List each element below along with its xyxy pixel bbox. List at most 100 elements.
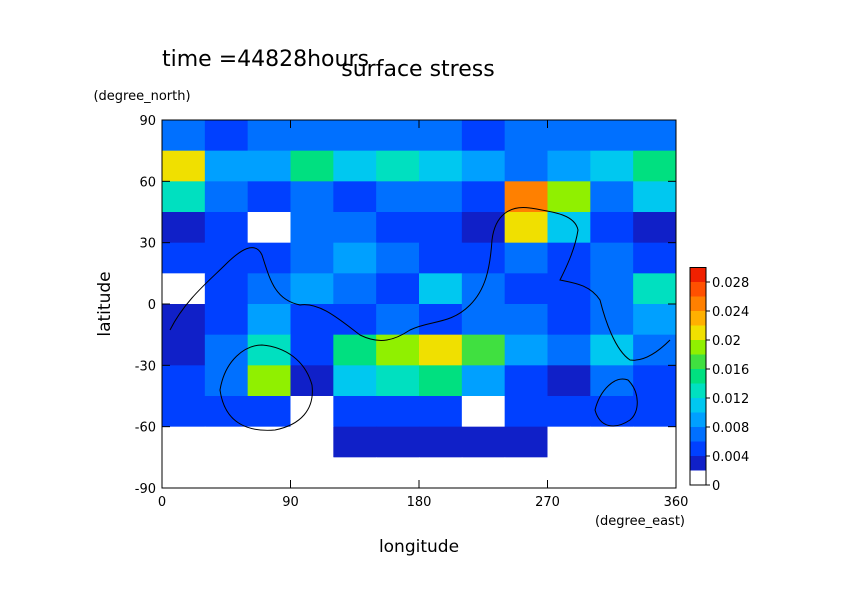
y-tick-label: 30 bbox=[139, 237, 156, 252]
cell bbox=[590, 396, 634, 428]
cell bbox=[590, 212, 634, 244]
cell bbox=[376, 304, 420, 336]
cell bbox=[504, 457, 548, 489]
y-tick-label: 0 bbox=[148, 298, 156, 313]
cell bbox=[333, 212, 377, 244]
cell bbox=[204, 212, 249, 244]
cell bbox=[162, 273, 206, 305]
cell bbox=[504, 242, 548, 274]
cell bbox=[547, 457, 591, 489]
cell bbox=[162, 396, 206, 428]
cell bbox=[419, 396, 463, 428]
cell bbox=[590, 457, 634, 489]
colorbar-band bbox=[690, 267, 706, 282]
colorbar-band bbox=[690, 412, 706, 427]
y-tick-label: 90 bbox=[139, 114, 156, 129]
cell bbox=[333, 365, 377, 397]
cell bbox=[376, 273, 420, 305]
cell bbox=[290, 273, 334, 305]
colorbar-tick-label: 0.024 bbox=[712, 305, 749, 320]
cell bbox=[461, 334, 506, 366]
cell bbox=[547, 242, 591, 274]
y-tick-label: -30 bbox=[135, 359, 156, 374]
colorbar-tick-label: 0.012 bbox=[712, 392, 749, 407]
cell bbox=[376, 365, 420, 397]
cell bbox=[633, 334, 677, 366]
coastlines bbox=[169, 206, 671, 431]
cell bbox=[333, 181, 377, 213]
cell bbox=[590, 120, 634, 152]
coastline bbox=[169, 206, 671, 361]
cell bbox=[461, 150, 506, 182]
cell bbox=[461, 242, 506, 274]
cell bbox=[376, 181, 420, 213]
cell bbox=[504, 426, 548, 458]
cell bbox=[590, 181, 634, 213]
cell bbox=[204, 150, 249, 182]
cell bbox=[204, 242, 249, 274]
cell bbox=[333, 304, 377, 336]
cell bbox=[633, 365, 677, 397]
cell bbox=[247, 120, 291, 152]
cell bbox=[547, 273, 591, 305]
cell bbox=[290, 426, 334, 458]
cell bbox=[547, 334, 591, 366]
cell bbox=[419, 181, 463, 213]
cell bbox=[590, 273, 634, 305]
cell bbox=[247, 150, 291, 182]
cell bbox=[590, 242, 634, 274]
cell bbox=[504, 334, 548, 366]
cell bbox=[633, 150, 677, 182]
y-tick-label: 60 bbox=[139, 175, 156, 190]
cell bbox=[204, 273, 249, 305]
colorbar: 0 0.004 0.008 0.012 0.016 0.02 0.024 0.028 bbox=[689, 267, 749, 494]
cell bbox=[162, 120, 206, 152]
cell bbox=[204, 120, 249, 152]
colorbar-frame bbox=[689, 267, 707, 486]
cell bbox=[376, 212, 420, 244]
cell bbox=[247, 426, 291, 458]
cell bbox=[204, 304, 249, 336]
cell bbox=[333, 120, 377, 152]
cell bbox=[547, 120, 591, 152]
cell bbox=[504, 212, 548, 244]
cell bbox=[162, 242, 206, 274]
cell bbox=[504, 396, 548, 428]
cell bbox=[504, 120, 548, 152]
cell bbox=[547, 365, 591, 397]
cell bbox=[290, 304, 334, 336]
colorbar-tick-label: 0.016 bbox=[712, 363, 749, 378]
colorbar-band bbox=[690, 470, 706, 485]
cell bbox=[419, 304, 463, 336]
cell bbox=[204, 181, 249, 213]
cell bbox=[290, 457, 334, 489]
cell bbox=[504, 273, 548, 305]
cell bbox=[290, 396, 334, 428]
cell bbox=[333, 396, 377, 428]
field bbox=[162, 120, 677, 489]
cell bbox=[419, 150, 463, 182]
cell bbox=[376, 120, 420, 152]
cell bbox=[376, 396, 420, 428]
colorbar-band bbox=[690, 354, 706, 369]
colorbar-tick-label: 0.004 bbox=[712, 450, 749, 465]
cell bbox=[419, 334, 463, 366]
cell bbox=[162, 304, 206, 336]
cell bbox=[547, 304, 591, 336]
cell bbox=[419, 120, 463, 152]
colorbar-tick-label: 0.028 bbox=[712, 276, 749, 291]
cell bbox=[333, 334, 377, 366]
x-tick-label: 90 bbox=[282, 495, 299, 510]
colorbar-band bbox=[690, 398, 706, 413]
y-tick-label: -90 bbox=[135, 482, 156, 497]
colorbar-band bbox=[690, 369, 706, 384]
colorbar-band bbox=[690, 325, 706, 340]
colorbar-band bbox=[690, 383, 706, 398]
cell bbox=[633, 120, 677, 152]
colorbar-tick-label: 0.008 bbox=[712, 421, 749, 436]
cell bbox=[419, 365, 463, 397]
cell bbox=[333, 150, 377, 182]
chart-subtitle: time =44828hours bbox=[162, 47, 369, 72]
cell bbox=[204, 334, 249, 366]
